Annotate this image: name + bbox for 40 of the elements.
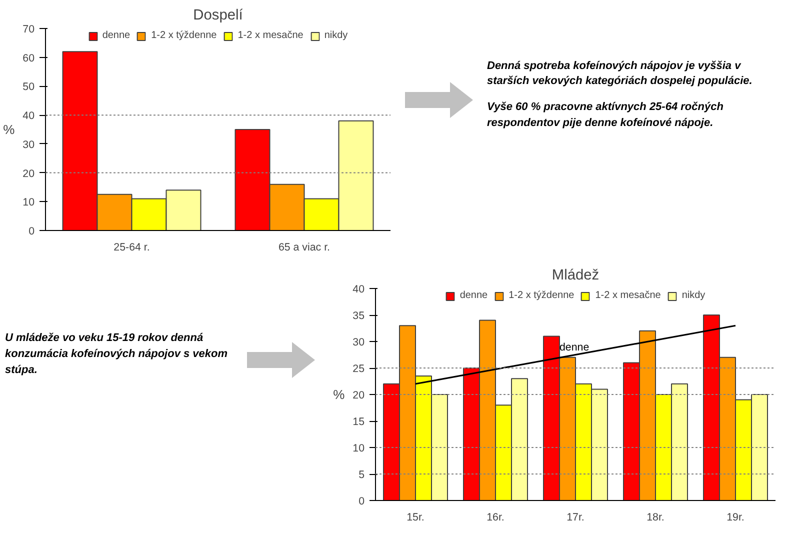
y-tick-label: 30 <box>352 336 365 348</box>
text: Vyše 60 % pracovne aktívnych 25-64 ročných respondentov pije denne kofeínové nápoje. <box>487 100 724 131</box>
y-tick-label: 10 <box>22 196 35 209</box>
y-tick-label: 40 <box>22 110 35 122</box>
y-tick-label: 0 <box>28 226 35 238</box>
legend-label: denne <box>460 290 488 301</box>
legend-label: nikdy <box>682 290 706 301</box>
legend-label: nikdy <box>324 30 348 41</box>
chart-title: Dospelí <box>193 8 243 24</box>
y-tick-label: 50 <box>22 81 35 94</box>
y-tick-label: 15 <box>352 416 365 428</box>
y-tick-label: 25 <box>352 363 365 375</box>
x-tick-label: 16r. <box>486 512 504 524</box>
x-tick-label: 19r. <box>726 512 744 524</box>
y-tick-label: 10 <box>352 442 365 454</box>
y-tick-label: 5 <box>358 469 365 481</box>
legend-label: 1-2 x týždenne <box>151 30 217 41</box>
legend-label: 1-2 x týždenne <box>508 290 574 301</box>
y-tick-label: 0 <box>358 496 365 508</box>
y-tick-label: 35 <box>352 310 365 322</box>
series-label: denne <box>560 342 590 354</box>
legend-label: denne <box>102 30 130 41</box>
y-tick-label: 20 <box>352 390 365 402</box>
y-axis-title: % <box>3 122 16 137</box>
y-tick-label: 30 <box>22 138 35 151</box>
chart-title: Mládež <box>552 268 600 284</box>
text: Denná spotreba kofeínových nápojov je vyššia v starších vekových kategóriách dospelej populácie. <box>487 58 754 90</box>
x-tick-label: 65 a viac r. <box>278 242 330 254</box>
legend-label: 1-2 x mesačne <box>595 290 661 301</box>
y-tick-label: 60 <box>22 52 35 64</box>
y-axis-title: % <box>333 387 346 402</box>
legend-label: 1-2 x mesačne <box>238 30 304 41</box>
y-tick-label: 70 <box>22 24 35 36</box>
x-tick-label: 18r. <box>646 512 664 524</box>
y-tick-label: 20 <box>22 168 35 180</box>
x-tick-label: 25-64 r. <box>114 242 150 254</box>
text: U mládeže vo veku 15-19 rokov denná konzumácia kofeínových nápojov s vekom stúpa. <box>5 331 229 378</box>
x-tick-label: 17r. <box>566 512 584 524</box>
x-tick-label: 15r. <box>406 512 424 524</box>
y-tick-label: 40 <box>352 284 365 296</box>
